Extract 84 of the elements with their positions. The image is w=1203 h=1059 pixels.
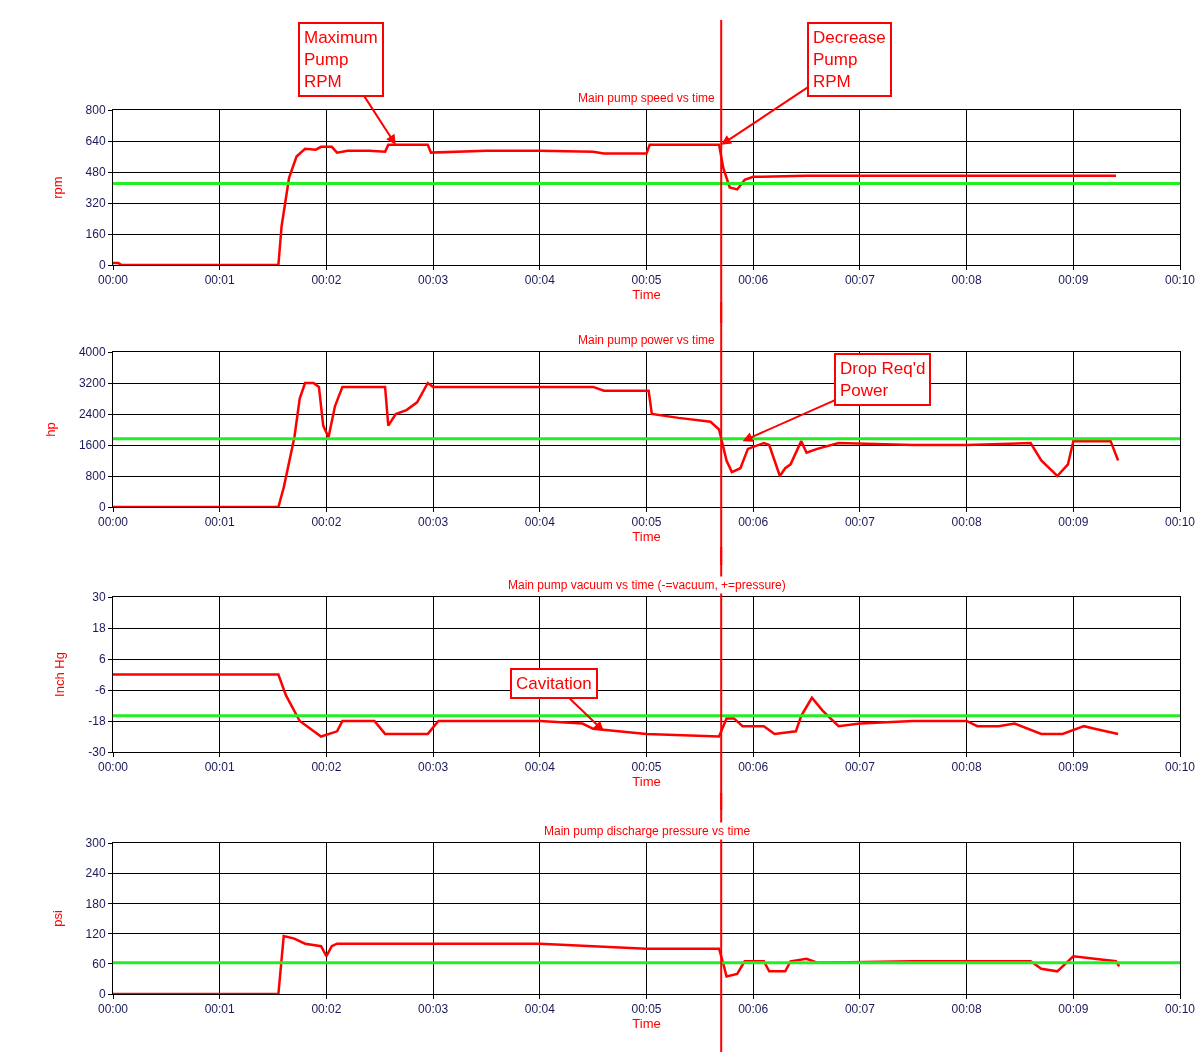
x-tick-label: 00:05 [631, 1002, 662, 1017]
y-tick-label: 120 [85, 926, 106, 941]
x-tick-label: 00:10 [1164, 1002, 1196, 1017]
y-axis-title: rpm [49, 176, 65, 199]
x-tick-label: 00:04 [524, 760, 556, 775]
chart-title: Main pump power vs time [578, 333, 716, 347]
x-tick-label: 00:06 [738, 515, 769, 530]
y-axis-title: hp [42, 422, 58, 437]
y-tick-label: 2400 [78, 407, 106, 422]
annotation: Drop Req'd Power [840, 359, 926, 401]
y-tick-label: 18 [92, 621, 106, 636]
x-tick-label: 00:02 [311, 1002, 342, 1017]
y-tick-label: 300 [85, 836, 106, 851]
x-tick-label: 00:07 [844, 1002, 876, 1017]
x-tick-label: 00:03 [418, 273, 449, 288]
x-tick-label: 00:08 [951, 760, 982, 775]
x-axis-title: Time [632, 529, 661, 545]
y-tick-label: -18 [88, 714, 106, 729]
x-tick-label: 00:09 [1058, 1002, 1089, 1017]
x-tick-label: 00:02 [311, 760, 342, 775]
x-tick-label: 00:06 [738, 273, 769, 288]
annotation: Cavitation [516, 674, 592, 693]
y-tick-label: 30 [92, 590, 106, 605]
annotation: Maximum Pump RPM [304, 28, 378, 92]
chart-title: Main pump vacuum vs time (-=vacuum, +=pressure) [508, 578, 786, 592]
x-tick-label: 00:03 [418, 1002, 449, 1017]
y-tick-label: -6 [94, 683, 106, 698]
y-tick-label: 480 [85, 165, 106, 180]
x-tick-label: 00:00 [97, 515, 129, 530]
x-tick-label: 00:08 [951, 1002, 982, 1017]
x-tick-label: 00:05 [631, 515, 662, 530]
x-tick-label: 00:07 [844, 760, 876, 775]
x-tick-label: 00:01 [204, 760, 236, 775]
y-tick-label: 0 [98, 500, 106, 515]
x-tick-label: 00:02 [311, 515, 342, 530]
x-tick-label: 00:04 [524, 515, 556, 530]
y-tick-label: 240 [85, 866, 106, 881]
y-tick-label: 0 [98, 987, 106, 1002]
x-tick-label: 00:03 [418, 515, 449, 530]
y-tick-label: 640 [85, 134, 106, 149]
x-tick-label: 00:08 [951, 273, 982, 288]
x-tick-label: 00:07 [844, 515, 876, 530]
y-tick-label: 6 [98, 652, 106, 667]
y-tick-label: -30 [88, 745, 106, 760]
y-tick-label: 1600 [78, 438, 106, 453]
x-tick-label: 00:10 [1164, 515, 1196, 530]
y-tick-label: 4000 [78, 345, 106, 360]
y-tick-label: 160 [85, 227, 106, 242]
x-axis-title: Time [632, 1016, 661, 1032]
x-tick-label: 00:01 [204, 1002, 236, 1017]
x-axis-title: Time [632, 774, 661, 790]
x-tick-label: 00:09 [1058, 760, 1089, 775]
x-tick-label: 00:05 [631, 273, 662, 288]
y-tick-label: 3200 [78, 376, 106, 391]
y-axis-title: psi [49, 910, 65, 927]
x-tick-label: 00:01 [204, 273, 236, 288]
x-axis-title: Time [632, 287, 661, 303]
x-tick-label: 00:04 [524, 1002, 556, 1017]
y-axis-title: Inch Hg [52, 652, 68, 697]
y-tick-label: 800 [85, 469, 106, 484]
y-tick-label: 800 [85, 103, 106, 118]
x-tick-label: 00:02 [311, 273, 342, 288]
chart-title: Main pump discharge pressure vs time [544, 824, 751, 838]
x-tick-label: 00:00 [97, 1002, 129, 1017]
x-tick-label: 00:00 [97, 273, 129, 288]
y-tick-label: 0 [98, 258, 106, 273]
x-tick-label: 00:04 [524, 273, 556, 288]
x-tick-label: 00:10 [1164, 760, 1196, 775]
x-tick-label: 00:03 [418, 760, 449, 775]
x-tick-label: 00:09 [1058, 273, 1089, 288]
y-tick-label: 60 [92, 957, 106, 971]
x-tick-label: 00:07 [844, 273, 876, 288]
x-tick-label: 00:06 [738, 1002, 769, 1017]
x-tick-label: 00:01 [204, 515, 236, 530]
annotation: Decrease Pump RPM [813, 28, 886, 92]
x-tick-label: 00:08 [951, 515, 982, 530]
x-tick-label: 00:00 [97, 760, 129, 775]
chart-title: Main pump speed vs time [578, 91, 716, 105]
x-tick-label: 00:10 [1164, 273, 1196, 288]
x-tick-label: 00:05 [631, 760, 662, 775]
x-tick-label: 00:09 [1058, 515, 1089, 530]
y-tick-label: 180 [85, 896, 106, 911]
x-tick-label: 00:06 [738, 760, 769, 775]
y-tick-label: 320 [85, 196, 106, 211]
